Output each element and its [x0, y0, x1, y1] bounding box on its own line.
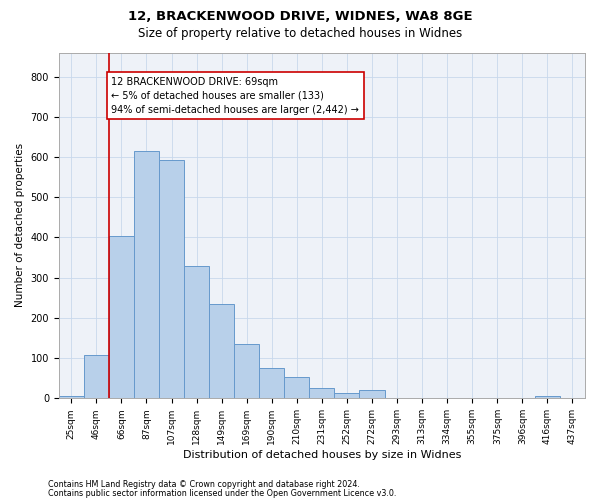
Y-axis label: Number of detached properties: Number of detached properties	[15, 144, 25, 308]
Bar	[359, 390, 385, 398]
Bar	[134, 152, 159, 398]
Bar	[59, 396, 84, 398]
Text: 12, BRACKENWOOD DRIVE, WIDNES, WA8 8GE: 12, BRACKENWOOD DRIVE, WIDNES, WA8 8GE	[128, 10, 472, 23]
X-axis label: Distribution of detached houses by size in Widnes: Distribution of detached houses by size …	[183, 450, 461, 460]
Text: Contains HM Land Registry data © Crown copyright and database right 2024.: Contains HM Land Registry data © Crown c…	[48, 480, 360, 489]
Bar	[84, 356, 109, 399]
Text: Size of property relative to detached houses in Widnes: Size of property relative to detached ho…	[138, 28, 462, 40]
Bar	[184, 266, 209, 398]
Bar	[334, 392, 359, 398]
Bar	[209, 304, 234, 398]
Text: Contains public sector information licensed under the Open Government Licence v3: Contains public sector information licen…	[48, 488, 397, 498]
Bar	[535, 396, 560, 398]
Bar	[310, 388, 334, 398]
Bar	[234, 344, 259, 399]
Bar	[259, 368, 284, 398]
Bar	[284, 378, 310, 398]
Bar	[159, 160, 184, 398]
Bar	[109, 236, 134, 398]
Text: 12 BRACKENWOOD DRIVE: 69sqm
← 5% of detached houses are smaller (133)
94% of sem: 12 BRACKENWOOD DRIVE: 69sqm ← 5% of deta…	[112, 76, 359, 114]
